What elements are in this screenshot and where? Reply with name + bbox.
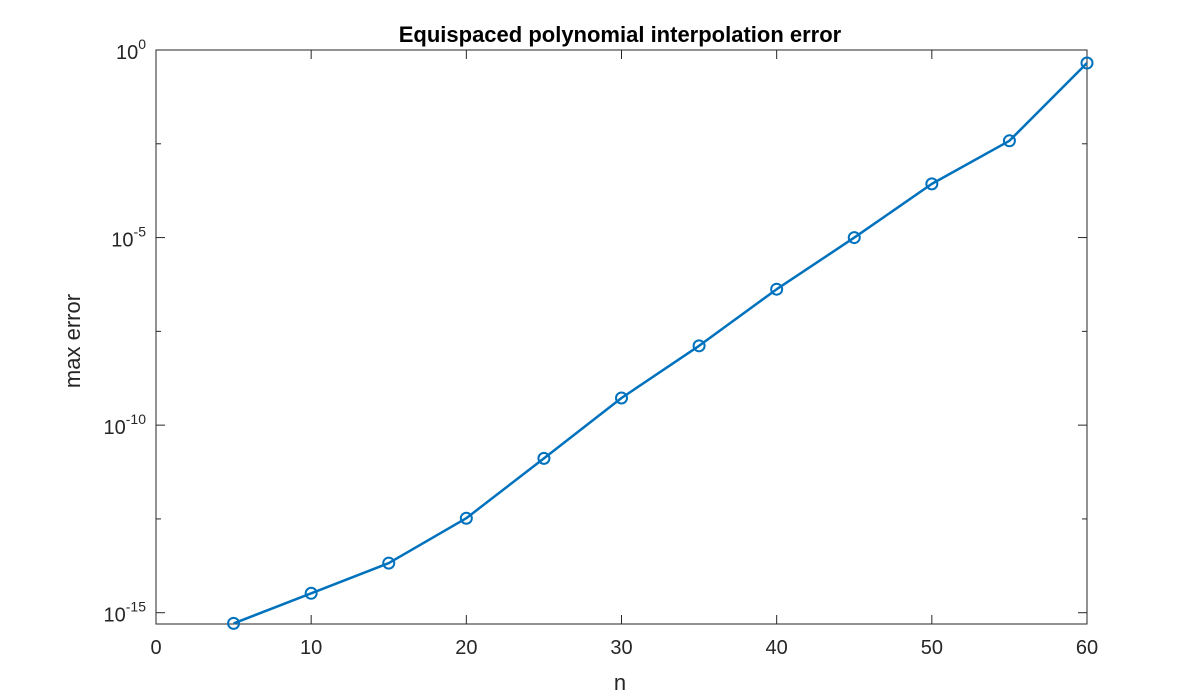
y-tick-base: 10 (104, 605, 126, 627)
data-point (537, 451, 551, 465)
x-tick-label: 10 (300, 637, 322, 659)
y-tick-exponent: -5 (134, 224, 147, 240)
data-point (1002, 134, 1016, 148)
data-point (615, 391, 628, 405)
series-line (233, 62, 1088, 625)
y-axis-label: max error (60, 294, 85, 388)
x-tick-label: 40 (766, 637, 788, 659)
data-point (1080, 56, 1094, 70)
y-tick-base: 10 (104, 417, 126, 439)
y-tick-base: 10 (111, 230, 133, 252)
y-tick-label: 10-10 (104, 411, 147, 439)
data-point (227, 616, 241, 630)
data-point (692, 339, 706, 353)
data-point (382, 556, 396, 570)
plot-area-frame (155, 49, 1088, 625)
x-tick-label: 20 (455, 637, 477, 659)
chart-title: Equispaced polynomial interpolation erro… (399, 22, 842, 47)
x-tick-label: 0 (150, 637, 161, 659)
data-point (304, 586, 318, 600)
y-tick-label: 10-5 (111, 224, 146, 252)
y-tick-base: 10 (116, 42, 138, 64)
y-tick-label: 100 (116, 36, 146, 64)
x-axis-label: n (614, 670, 626, 695)
x-tick-label: 30 (610, 637, 632, 659)
x-tick-label: 50 (921, 637, 943, 659)
y-tick-exponent: -10 (126, 411, 146, 427)
y-tick-label: 10-15 (104, 599, 147, 627)
data-point (459, 511, 473, 525)
y-tick-exponent: -15 (126, 599, 146, 615)
data-point (847, 231, 861, 245)
y-tick-exponent: 0 (138, 36, 146, 52)
x-tick-label: 60 (1076, 637, 1098, 659)
data-point (770, 282, 784, 296)
data-point (925, 177, 939, 191)
